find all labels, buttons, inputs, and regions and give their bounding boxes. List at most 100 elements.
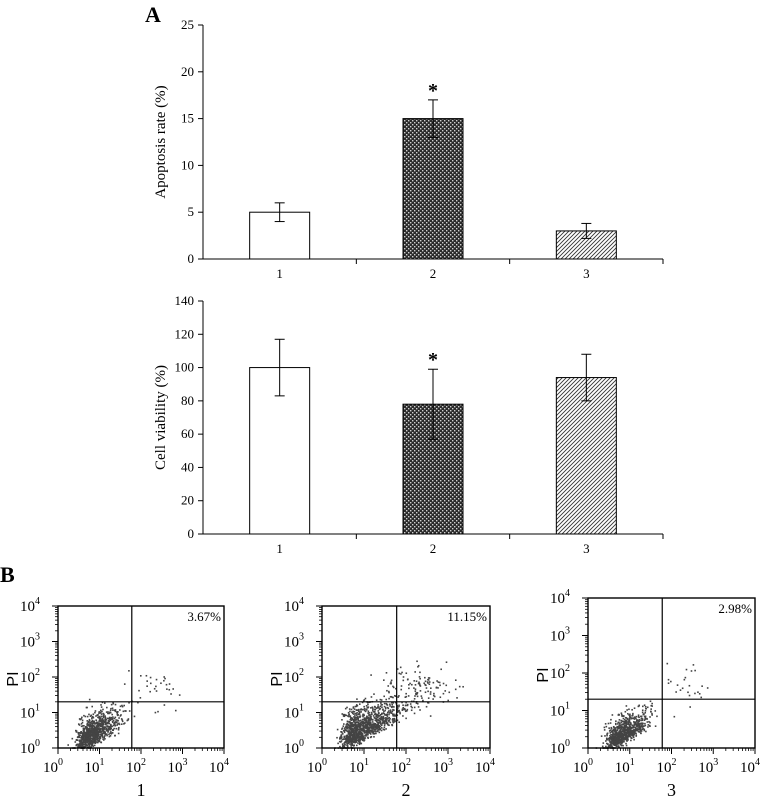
flow-event-dot: [429, 691, 432, 693]
flow-event-dot: [613, 736, 615, 739]
flow-event-dot: [372, 732, 375, 735]
flow-event-dot: [107, 711, 109, 713]
flow-event-dot: [91, 719, 94, 722]
flow-event-dot: [603, 729, 606, 731]
flow-event-dot: [111, 721, 114, 724]
flow-event-dot: [360, 721, 362, 723]
flow-event-dot: [370, 715, 372, 718]
flow-x-tick-label: 103: [698, 757, 718, 776]
flow-event-dot: [644, 722, 646, 725]
flow-event-dot: [631, 729, 634, 732]
flow-event-dot: [611, 714, 614, 716]
flow-event-dot: [378, 724, 381, 727]
flow-event-dot: [615, 741, 618, 744]
flow-event-dot: [614, 723, 617, 726]
flow-event-dot: [80, 723, 83, 725]
flow-event-dot: [361, 727, 363, 730]
flow-event-dot: [91, 738, 94, 741]
flow-event-dot: [367, 736, 369, 739]
flow-event-dot: [388, 691, 390, 694]
flow-event-dot: [138, 689, 140, 692]
flow-event-dot: [405, 701, 407, 704]
flow-event-dot: [112, 702, 115, 705]
flow-event-dot: [111, 717, 114, 720]
flow-event-dot: [106, 725, 109, 727]
flow-event-dot: [92, 713, 95, 716]
flow-event-dot: [378, 707, 380, 709]
flow-event-dot: [388, 713, 390, 716]
flow-event-dot: [391, 703, 394, 706]
flow-event-dot: [633, 731, 636, 734]
flow-event-dot: [369, 719, 371, 721]
flow-event-dot: [96, 731, 98, 733]
flow-event-dot: [384, 723, 386, 725]
flow-event-dot: [115, 711, 118, 713]
flow-event-dot: [117, 719, 119, 722]
flow-event-dot: [388, 712, 391, 714]
flow-event-dot: [391, 702, 393, 704]
flow-event-dot: [388, 690, 390, 693]
flow-event-dot: [629, 735, 632, 738]
flow-event-dot: [364, 737, 367, 739]
flow-event-dot: [80, 725, 83, 728]
flow-event-dot: [399, 666, 402, 669]
flow-event-dot: [93, 738, 96, 741]
flow-event-dot: [109, 735, 112, 737]
flow-event-dot: [370, 735, 373, 738]
flow-event-dot: [118, 723, 121, 726]
flow-event-dot: [404, 696, 407, 698]
flow-y-tick-label: 100: [284, 738, 304, 757]
flow-event-dot: [634, 726, 637, 729]
flow-event-dot: [396, 710, 399, 712]
flow-event-dot: [343, 727, 346, 729]
flow-event-dot: [119, 705, 122, 708]
flow-event-dot: [84, 727, 87, 729]
apoptosis-y-axis-label: Apoptosis rate (%): [153, 85, 169, 198]
flow-event-dot: [416, 695, 419, 698]
flow-event-dot: [416, 702, 419, 705]
flow-event-dot: [346, 744, 348, 746]
flow-event-dot: [340, 736, 342, 739]
flow-x-tick-label: 104: [740, 757, 760, 776]
flow-event-dot: [88, 746, 90, 748]
flow-event-dot: [383, 695, 385, 698]
flow-event-dot: [637, 719, 639, 722]
flow-event-dot: [347, 739, 350, 742]
flow-event-dot: [384, 714, 386, 716]
panel-b-label: B: [0, 562, 15, 587]
flow-event-dot: [361, 729, 364, 732]
flow-event-dot: [610, 718, 612, 721]
flow-event-dot: [90, 725, 93, 728]
flow-event-dot: [377, 716, 379, 718]
flow-event-dot: [622, 736, 625, 739]
flow-event-dot: [98, 717, 101, 720]
flow-event-dot: [638, 726, 640, 729]
flow-event-dot: [621, 715, 623, 718]
flow-event-dot: [96, 727, 99, 730]
flow-event-dot: [629, 715, 631, 718]
flow-event-dot: [654, 710, 657, 712]
flow-event-dot: [624, 736, 626, 739]
flow-event-dot: [108, 725, 111, 728]
flow-event-dot: [396, 668, 399, 670]
flow-event-dot: [419, 709, 421, 711]
flow-event-dot: [377, 728, 380, 731]
flow-event-dot: [644, 724, 647, 727]
flow-event-dot: [624, 729, 626, 731]
flow-event-dot: [358, 722, 361, 725]
flow-event-dot: [609, 745, 612, 747]
flow-event-dot: [87, 720, 90, 723]
flow-event-dot: [379, 707, 382, 710]
flow-event-dot: [120, 723, 123, 725]
flow-event-dot: [98, 720, 100, 722]
flow-event-dot: [414, 690, 417, 692]
flow-event-dot: [109, 718, 112, 721]
flow-event-dot: [87, 721, 89, 724]
flow-event-dot: [625, 725, 628, 728]
flow-event-dot: [117, 723, 119, 725]
flow-event-dot: [386, 711, 389, 714]
flow-event-dot: [352, 713, 355, 715]
flow-event-dot: [600, 735, 603, 737]
flow-event-dot: [355, 740, 357, 743]
